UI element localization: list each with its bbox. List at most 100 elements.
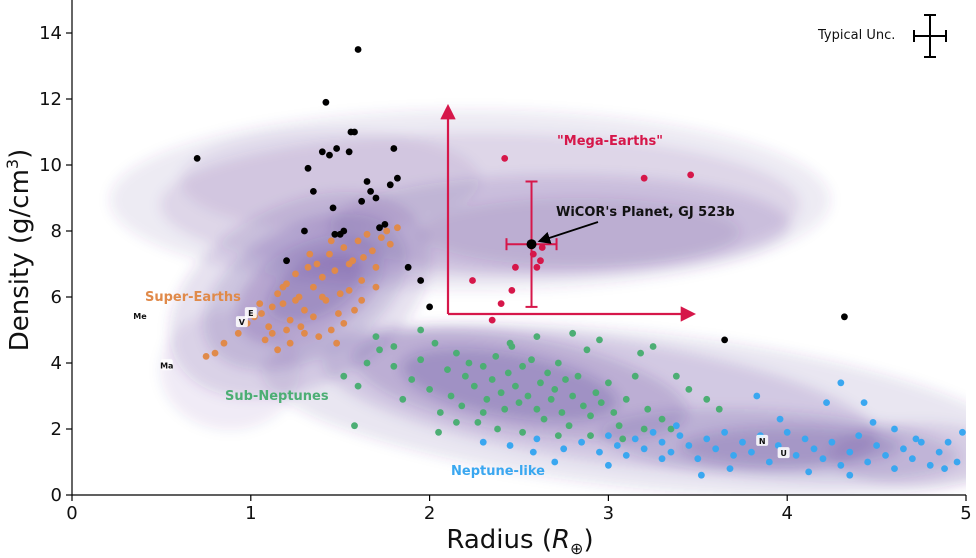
data-point [404,263,412,271]
data-point [399,395,407,403]
data-point [583,346,591,354]
data-point [622,395,630,403]
y-tick-label: 14 [39,23,62,44]
data-point [783,428,791,436]
data-point [372,263,380,271]
data-point [592,389,600,397]
data-point [394,224,401,232]
data-point [327,237,335,245]
data-point [640,174,648,182]
y-tick-label: 2 [51,419,62,440]
data-points [193,46,966,479]
data-point [326,151,333,159]
data-point [837,379,845,387]
y-tick-label: 8 [51,221,62,242]
data-point [562,376,569,383]
data-point [390,343,398,350]
data-point [631,435,639,443]
data-point [558,409,566,416]
data-point [605,379,612,387]
data-point [329,204,337,212]
series-super_earth [202,224,401,360]
data-point [512,382,519,390]
y-axis-title: Density (g/cm3) [3,149,35,351]
data-point [286,339,294,347]
data-point [274,290,282,298]
data-point [622,452,630,459]
wicor-planet-label: WiCOR's Planet, GJ 523b [556,205,735,220]
data-point [340,372,348,380]
data-point [309,188,317,195]
data-point [372,333,380,340]
data-point [792,452,800,459]
data-point [220,339,228,347]
solar-system-labels: Me VE Ma N U [133,307,790,459]
solar-label-text: N [759,437,766,446]
data-point [483,395,491,403]
data-point [292,296,299,304]
data-point [279,283,287,291]
data-point [256,300,264,307]
y-tick-label: 12 [39,89,62,110]
series-sub_neptune [340,326,723,443]
data-point [376,346,383,354]
solar-label-bg [756,434,769,446]
data-point [351,128,358,136]
data-point [309,313,317,321]
data-point [301,329,308,337]
data-point [533,435,541,443]
data-point [497,300,505,307]
data-point [469,277,476,284]
mega-earths-label: "Mega-Earths" [557,134,663,149]
data-point [721,336,729,344]
data-point [533,405,541,413]
data-point [721,428,729,436]
data-point [649,343,657,350]
data-point [506,442,514,449]
data-point [917,438,925,446]
data-point [383,227,391,235]
data-point [318,273,326,281]
data-point [529,448,537,456]
data-point [805,468,813,476]
data-point [474,419,482,426]
data-point [864,458,872,466]
data-point [333,145,341,152]
data-point [193,155,201,162]
data-point [703,435,711,443]
data-point [318,148,326,156]
data-point [528,356,535,364]
data-point [297,323,305,331]
data-point [354,382,362,390]
data-point [417,326,425,334]
data-point [340,320,348,327]
data-point [326,250,333,258]
data-point [283,326,290,334]
data-point [712,445,720,453]
data-point [644,405,652,413]
data-point [891,465,898,472]
solar-label-text: Ma [160,361,173,370]
data-point [596,336,603,344]
data-point [354,237,362,245]
data-point [444,366,451,373]
data-point [279,300,287,307]
data-point [304,263,312,271]
data-point [519,362,526,370]
data-point [765,458,773,466]
data-point [479,362,487,370]
kde-contour [401,348,619,422]
x-tick-label: 3 [603,503,614,524]
data-point [519,428,526,436]
data-point [336,290,344,298]
data-point [515,399,523,406]
data-point [268,329,276,337]
y-tick-label: 10 [39,155,62,176]
data-point [672,372,680,380]
data-point [386,240,394,248]
data-point [234,329,242,337]
data-point [846,448,854,456]
data-point [309,283,317,291]
